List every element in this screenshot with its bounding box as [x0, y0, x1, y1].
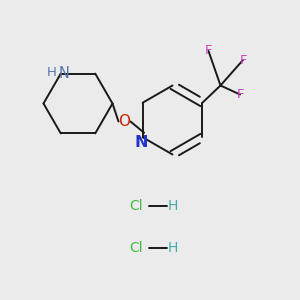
Text: H: H	[167, 241, 178, 254]
Text: H: H	[47, 66, 57, 79]
Text: N: N	[134, 135, 148, 150]
Text: O: O	[118, 114, 130, 129]
Text: F: F	[205, 44, 212, 58]
Text: H: H	[167, 199, 178, 212]
Text: Cl: Cl	[130, 241, 143, 254]
Text: N: N	[59, 66, 70, 81]
Text: F: F	[236, 88, 244, 101]
Text: F: F	[239, 53, 247, 67]
Text: Cl: Cl	[130, 199, 143, 212]
